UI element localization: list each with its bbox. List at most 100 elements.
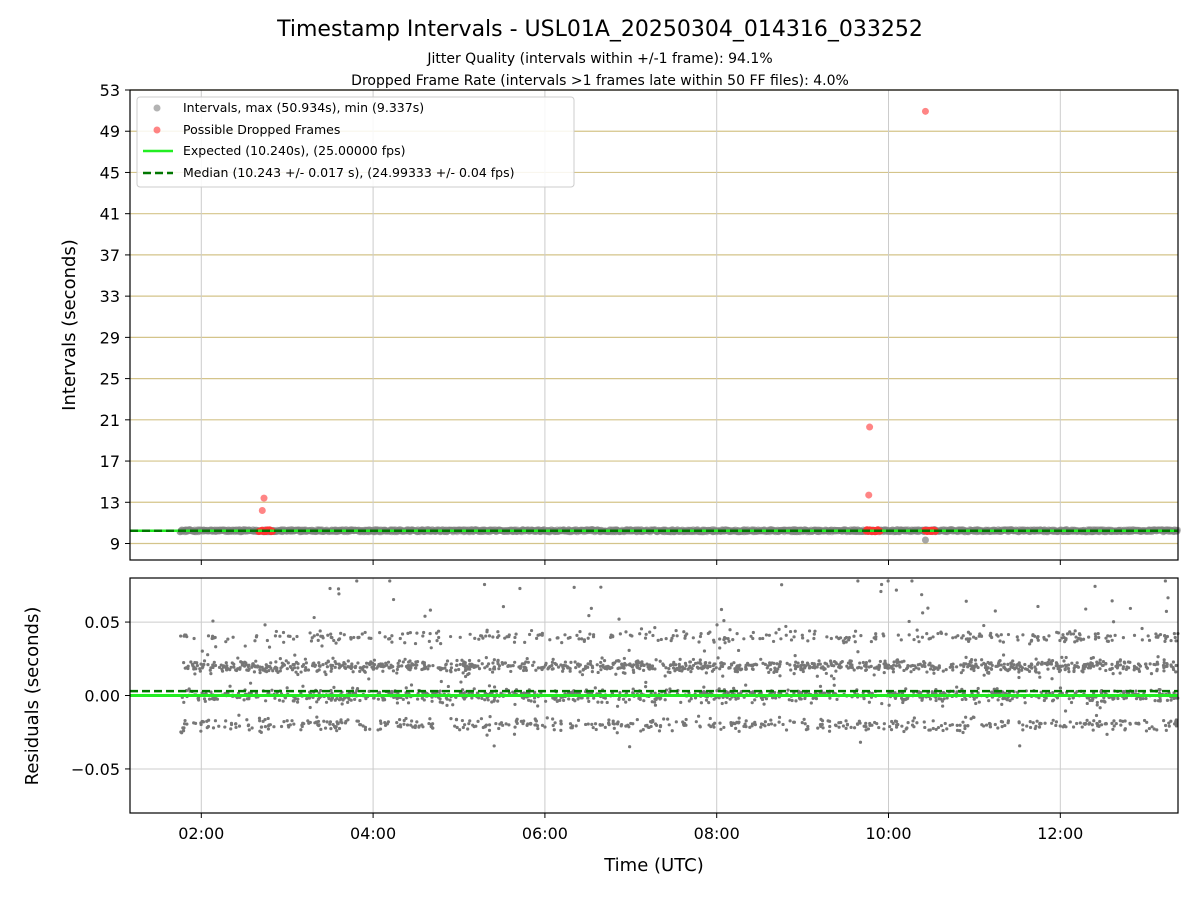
residual-point — [445, 669, 449, 673]
residual-point — [568, 669, 572, 673]
residual-point — [296, 697, 300, 701]
residual-point — [838, 636, 843, 640]
residual-point — [934, 727, 938, 732]
residual-point — [726, 637, 730, 641]
residual-point — [1144, 696, 1148, 701]
residual-point — [603, 725, 607, 729]
residual-point — [787, 698, 791, 702]
residual-point — [349, 636, 353, 640]
residual-point — [856, 650, 860, 654]
residual-point — [611, 721, 615, 726]
residual-point — [240, 663, 244, 667]
residual-point — [800, 633, 804, 637]
residual-point — [546, 667, 550, 671]
residual-point — [1104, 668, 1108, 673]
residual-point — [1050, 699, 1055, 703]
residual-point — [1015, 635, 1019, 639]
residual-point — [996, 726, 1000, 730]
residual-point — [869, 664, 873, 668]
residual-point — [569, 660, 573, 664]
residual-point — [408, 659, 412, 663]
residual-point — [680, 669, 684, 673]
residual-point — [206, 663, 210, 667]
residual-point — [1153, 699, 1157, 703]
residual-point — [395, 721, 399, 725]
residual-point — [1028, 725, 1033, 730]
residual-point — [480, 662, 484, 666]
residual-point — [900, 724, 904, 728]
residual-point — [439, 679, 443, 684]
residual-point — [1037, 725, 1042, 729]
residual-point — [829, 636, 833, 641]
residual-point — [751, 664, 755, 668]
residual-point — [1051, 718, 1055, 722]
residual-point — [682, 630, 686, 634]
residual-point — [255, 665, 260, 669]
residual-point — [378, 631, 382, 635]
residual-point — [545, 716, 549, 720]
residual-point — [670, 729, 674, 733]
residual-point — [653, 667, 657, 671]
residual-point — [774, 631, 778, 635]
residual-point — [518, 666, 523, 670]
residual-point — [202, 662, 206, 667]
residual-point — [612, 726, 616, 730]
residual-point — [708, 661, 712, 665]
residual-point — [206, 653, 210, 657]
residual-point — [1081, 637, 1086, 641]
residual-point — [648, 630, 652, 634]
residual-point — [722, 619, 726, 623]
legend-label-dropped: Possible Dropped Frames — [183, 122, 340, 137]
residual-point — [674, 663, 678, 667]
residual-point — [335, 720, 339, 724]
residual-point — [789, 668, 793, 672]
residual-point — [426, 667, 430, 671]
residual-point — [362, 669, 367, 673]
residual-point — [1113, 633, 1117, 638]
residual-point — [182, 722, 187, 726]
residual-point — [624, 700, 628, 704]
residual-point — [811, 696, 815, 700]
residual-point — [224, 719, 228, 723]
xtick-label: 02:00 — [178, 824, 224, 843]
residual-point — [501, 605, 506, 609]
residual-point — [492, 698, 496, 702]
residual-point — [1162, 719, 1166, 723]
residual-point — [955, 665, 959, 669]
residual-point — [301, 684, 305, 688]
residual-point — [568, 635, 572, 640]
residual-point — [331, 656, 335, 660]
residual-point — [773, 723, 777, 727]
residual-point — [626, 723, 630, 727]
residual-point — [200, 649, 204, 653]
residual-point — [906, 721, 910, 725]
xtick-label: 04:00 — [350, 824, 396, 843]
residual-point — [542, 665, 546, 669]
residual-point — [598, 664, 603, 668]
residual-point — [376, 664, 380, 668]
residual-point — [1090, 723, 1094, 727]
residual-point — [1123, 727, 1127, 731]
residual-point — [719, 661, 723, 665]
residual-point — [849, 725, 853, 729]
residual-point — [284, 659, 288, 663]
residual-point — [1009, 662, 1014, 666]
residual-point — [1145, 720, 1149, 724]
residual-point — [258, 671, 262, 675]
residual-point — [644, 680, 648, 684]
residual-point — [1071, 632, 1076, 636]
residual-point — [896, 633, 900, 637]
residual-point — [910, 723, 915, 727]
residual-point — [1099, 662, 1103, 666]
residual-point — [600, 656, 604, 660]
residual-point — [912, 637, 916, 642]
residual-point — [817, 659, 821, 663]
residual-point — [1128, 722, 1132, 726]
residual-point — [971, 667, 975, 671]
residual-point — [337, 726, 342, 731]
residual-point — [780, 583, 784, 587]
residual-point — [599, 668, 603, 672]
residual-point — [415, 720, 419, 724]
residual-point — [1169, 698, 1173, 702]
residual-point — [1046, 662, 1050, 666]
